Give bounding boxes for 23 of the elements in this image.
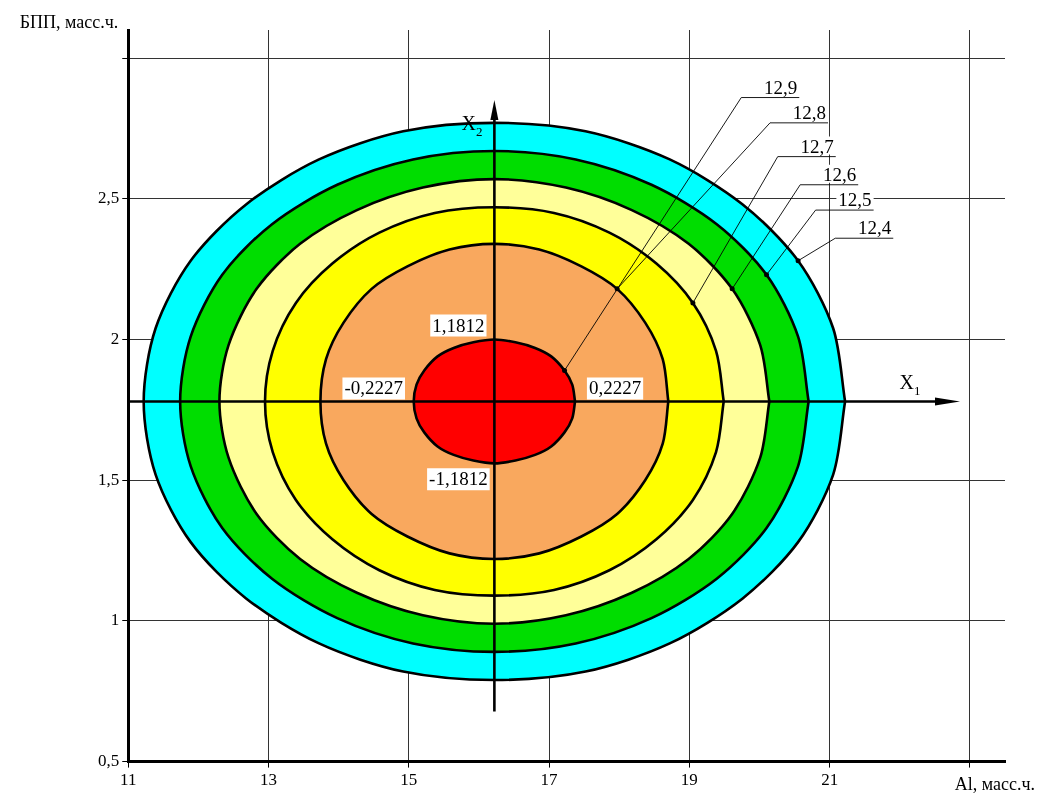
y-tick-label: 1,5 <box>98 469 120 489</box>
x-tick-label: 21 <box>821 770 839 790</box>
x-tick-label: 19 <box>680 770 698 790</box>
annotation: -1,1812 <box>429 468 488 490</box>
x-tick-label: 17 <box>540 770 559 790</box>
x-axis-title: Al, масс.ч. <box>954 773 1036 794</box>
annotation: 1,1812 <box>432 314 485 336</box>
annotation: 12,5 <box>838 189 872 211</box>
annotation: 12,9 <box>764 76 798 98</box>
y-tick-label: 2 <box>110 328 120 348</box>
x-tick-label: 11 <box>120 770 137 790</box>
annotation: 0,2227 <box>588 377 642 399</box>
annotation: 12,4 <box>858 217 892 239</box>
y-tick-label: 1 <box>110 610 120 630</box>
annotation: -0,2227 <box>344 377 404 399</box>
y-tick-label: 0,5 <box>98 751 120 771</box>
y-axis-title: БПП, масс.ч. <box>19 12 119 32</box>
x-tick-label: 15 <box>400 770 418 790</box>
annotation: 12,8 <box>792 101 827 123</box>
y-tick-label: 2,5 <box>98 188 120 208</box>
x-tick-label: 13 <box>260 770 278 790</box>
annotation: 12,6 <box>822 163 857 185</box>
annotation: 12,7 <box>800 135 834 157</box>
